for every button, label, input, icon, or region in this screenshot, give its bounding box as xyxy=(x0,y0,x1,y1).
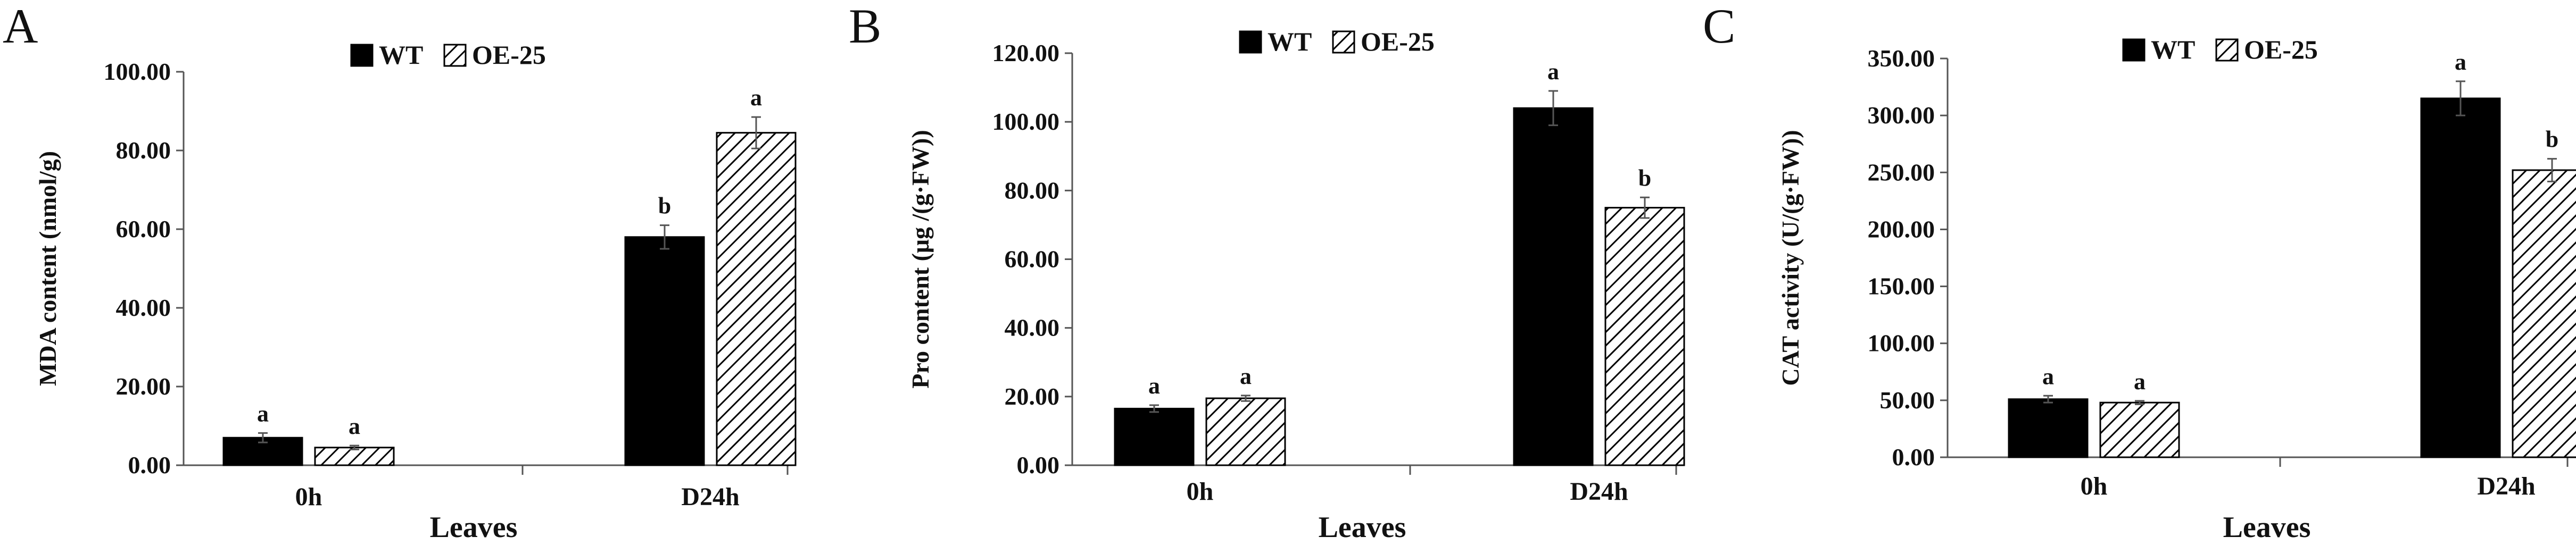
legend-label-wt: WT xyxy=(2151,35,2195,64)
significance-label: a xyxy=(1240,363,1252,389)
y-tick-label: 0.00 xyxy=(1892,443,1935,471)
panel-label: C xyxy=(1703,0,1735,53)
panel-label: A xyxy=(3,0,38,53)
y-tick-label: 40.00 xyxy=(1005,314,1060,341)
legend-swatch-oe-25 xyxy=(2215,38,2239,62)
legend-label-oe-25: OE-25 xyxy=(472,40,546,70)
legend-label-wt: WT xyxy=(1268,27,1312,56)
bar-oe-25-d24h xyxy=(716,132,797,466)
y-tick-label: 300.00 xyxy=(1868,102,1935,129)
x-axis-label: Leaves xyxy=(430,511,518,544)
significance-label: a xyxy=(2134,368,2146,395)
y-tick-label: 250.00 xyxy=(1868,158,1935,186)
legend-swatch-oe-25 xyxy=(1332,30,1355,54)
legend-swatch-wt xyxy=(2122,38,2146,62)
legend-swatch-wt xyxy=(350,44,374,67)
x-axis-label: Leaves xyxy=(2223,511,2311,544)
y-tick-label: 0.00 xyxy=(128,451,171,479)
legend: WT OE-25 xyxy=(350,40,546,70)
y-tick-label: 20.00 xyxy=(1005,383,1060,410)
legend-label-wt: WT xyxy=(379,40,423,70)
bar-oe-25-d24h xyxy=(2512,169,2576,458)
bar-oe-25-0h xyxy=(2099,401,2180,458)
significance-label: b xyxy=(2546,127,2558,153)
bar-oe-25-0h xyxy=(1205,397,1286,466)
significance-label: a xyxy=(2455,49,2466,75)
y-tick-label: 150.00 xyxy=(1868,273,1935,300)
y-tick-label: 100.00 xyxy=(104,58,171,85)
bar-wt-d24h xyxy=(624,236,705,466)
significance-label: a xyxy=(1148,373,1160,399)
y-tick-label: 60.00 xyxy=(1005,246,1060,273)
panel-label: B xyxy=(849,0,881,53)
significance-label: a xyxy=(750,85,762,111)
bar-wt-0h xyxy=(2008,398,2089,458)
chart-panel-b: B 0.00 20.00 40.00 60.00 80.00 100.00 120.00 Pro… xyxy=(849,0,1685,544)
category-label: D24h xyxy=(2477,472,2535,500)
significance-label: a xyxy=(1547,58,1559,85)
category-label: 0h xyxy=(1187,477,1214,506)
significance-label: b xyxy=(658,193,671,219)
y-tick-label: 120.00 xyxy=(992,39,1060,66)
x-axis-label: Leaves xyxy=(1319,511,1406,544)
category-label: D24h xyxy=(1570,477,1628,506)
y-axis-label: Pro content (μg /(g·FW)) xyxy=(907,130,934,388)
legend-label-oe-25: OE-25 xyxy=(1361,27,1435,56)
bar-wt-d24h xyxy=(1513,107,1594,466)
bar-wt-d24h xyxy=(2420,97,2501,458)
y-tick-label: 80.00 xyxy=(1005,177,1060,204)
y-tick-label: 20.00 xyxy=(116,373,171,400)
y-tick-label: 0.00 xyxy=(1017,451,1060,479)
bar-wt-0h xyxy=(1114,407,1195,466)
y-tick-label: 350.00 xyxy=(1868,45,1935,72)
y-tick-label: 80.00 xyxy=(116,137,171,164)
category-label: 0h xyxy=(2081,472,2108,500)
significance-label: a xyxy=(2042,363,2054,389)
bar-oe-25-d24h xyxy=(1604,207,1685,466)
legend-label-oe-25: OE-25 xyxy=(2244,35,2318,64)
y-tick-label: 100.00 xyxy=(992,108,1060,135)
legend-swatch-oe-25 xyxy=(443,44,467,67)
category-label: 0h xyxy=(295,483,322,511)
y-axis-label: CAT activity (U/(g·FW)) xyxy=(1777,130,1804,385)
category-label: D24h xyxy=(681,483,739,511)
significance-label: a xyxy=(257,400,269,426)
chart-panel-a: A 0.00 20.00 40.00 60.00 80.00 100.00 MDA conte… xyxy=(3,0,797,544)
y-tick-label: 100.00 xyxy=(1868,330,1935,357)
legend: WT OE-25 xyxy=(2122,35,2318,64)
y-tick-label: 200.00 xyxy=(1868,215,1935,242)
legend: WT OE-25 xyxy=(1239,27,1435,56)
legend-swatch-wt xyxy=(1239,30,1262,54)
y-tick-label: 40.00 xyxy=(116,294,171,321)
chart-panel-c: C 0.00 50.00 100.00 150.00 200.00 250.00 300.00… xyxy=(1703,0,2576,544)
significance-label: b xyxy=(1638,165,1651,191)
y-tick-label: 50.00 xyxy=(1880,387,1935,414)
y-axis-label: MDA content (nmol/g) xyxy=(34,151,61,386)
significance-label: a xyxy=(349,413,360,439)
y-tick-label: 60.00 xyxy=(116,215,171,242)
